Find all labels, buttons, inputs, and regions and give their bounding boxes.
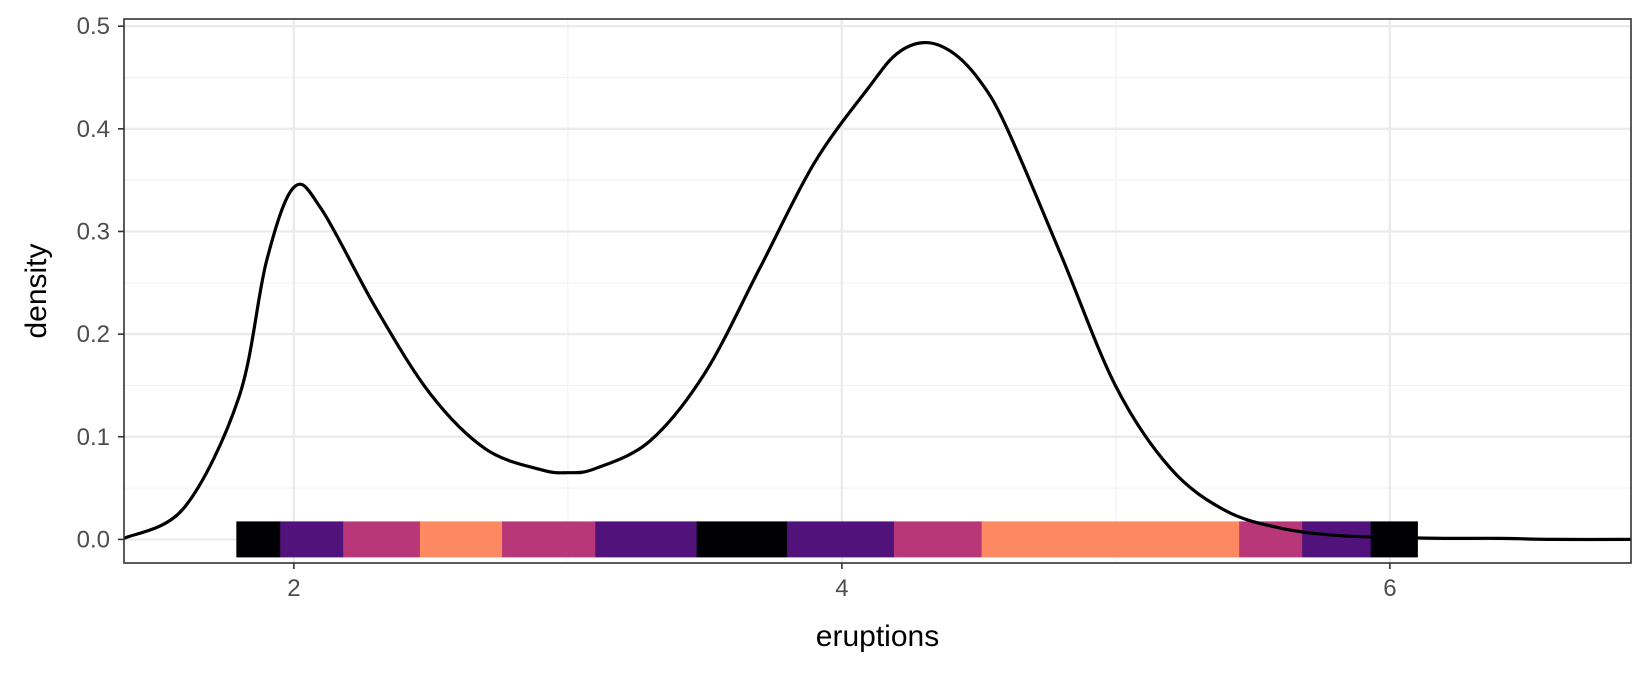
y-tick-label: 0.4 [77, 116, 110, 143]
band-segment [280, 521, 344, 558]
band-segment [236, 521, 281, 558]
color-band [236, 521, 1418, 558]
band-segment [1302, 521, 1372, 558]
y-tick-label: 0.0 [77, 526, 110, 553]
panel-border [123, 18, 1632, 564]
y-tick-label: 0.3 [77, 218, 110, 245]
band-segment [696, 521, 788, 558]
y-tick-label: 0.2 [77, 321, 110, 348]
density-curve [123, 41, 1632, 542]
band-segment [1370, 521, 1418, 558]
band-segment [787, 521, 895, 558]
y-axis: 0.0 0.1 0.2 0.3 0.4 0.5 [77, 13, 124, 553]
band-segment [419, 521, 503, 558]
y-tick-label: 0.1 [77, 424, 110, 451]
y-axis-title: density [20, 243, 53, 338]
band-segment [502, 521, 596, 558]
x-tick-label: 2 [287, 575, 300, 602]
x-tick-label: 4 [835, 575, 848, 602]
x-axis: 2 4 6 [287, 563, 1397, 602]
band-segment [343, 521, 421, 558]
band-segment [981, 521, 1240, 558]
minor-gridlines [124, 19, 1631, 563]
band-segment [595, 521, 698, 558]
x-axis-title: eruptions [816, 620, 939, 653]
x-tick-label: 6 [1383, 575, 1396, 602]
band-segment [893, 521, 983, 558]
y-tick-label: 0.5 [77, 13, 110, 40]
major-gridlines [124, 19, 1631, 563]
